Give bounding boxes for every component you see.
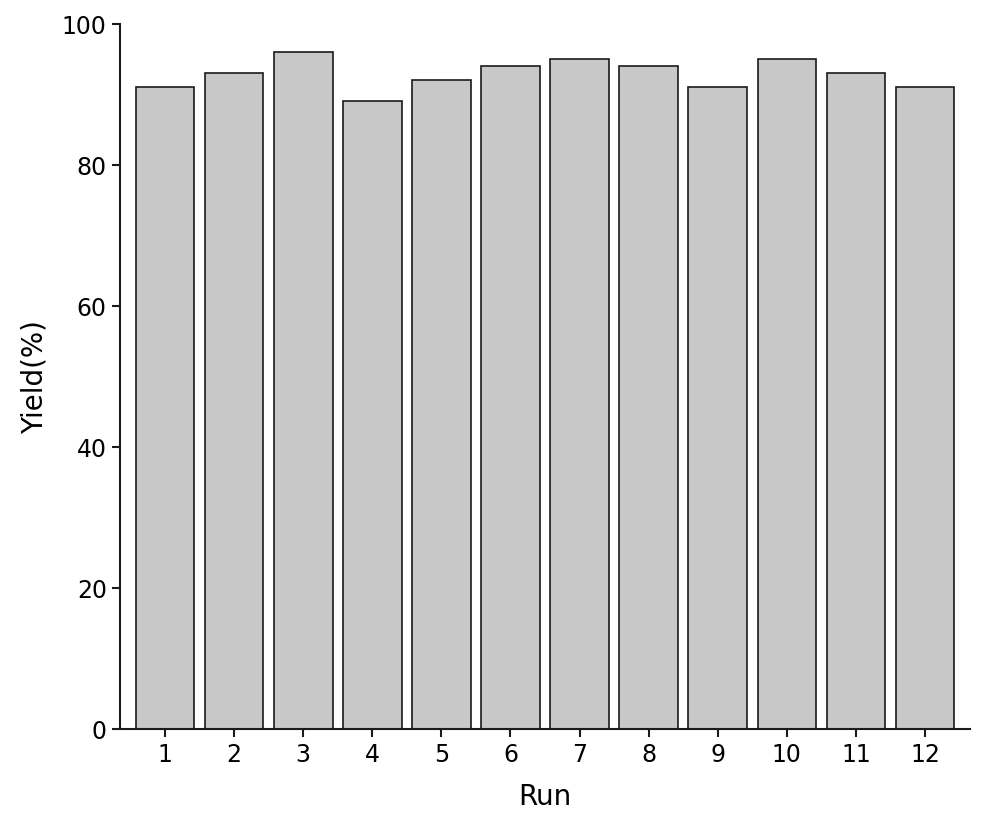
Bar [827, 74, 885, 729]
Y-axis label: Yield(%): Yield(%) [20, 320, 48, 434]
Bar [343, 102, 402, 729]
Bar [412, 81, 471, 729]
X-axis label: Run: Run [518, 782, 572, 811]
Bar [205, 74, 263, 729]
Bar [619, 67, 678, 729]
Bar [758, 60, 816, 729]
Bar [896, 89, 954, 729]
Bar [274, 53, 332, 729]
Bar [136, 89, 194, 729]
Bar [481, 67, 540, 729]
Bar [688, 89, 747, 729]
Bar [550, 60, 609, 729]
